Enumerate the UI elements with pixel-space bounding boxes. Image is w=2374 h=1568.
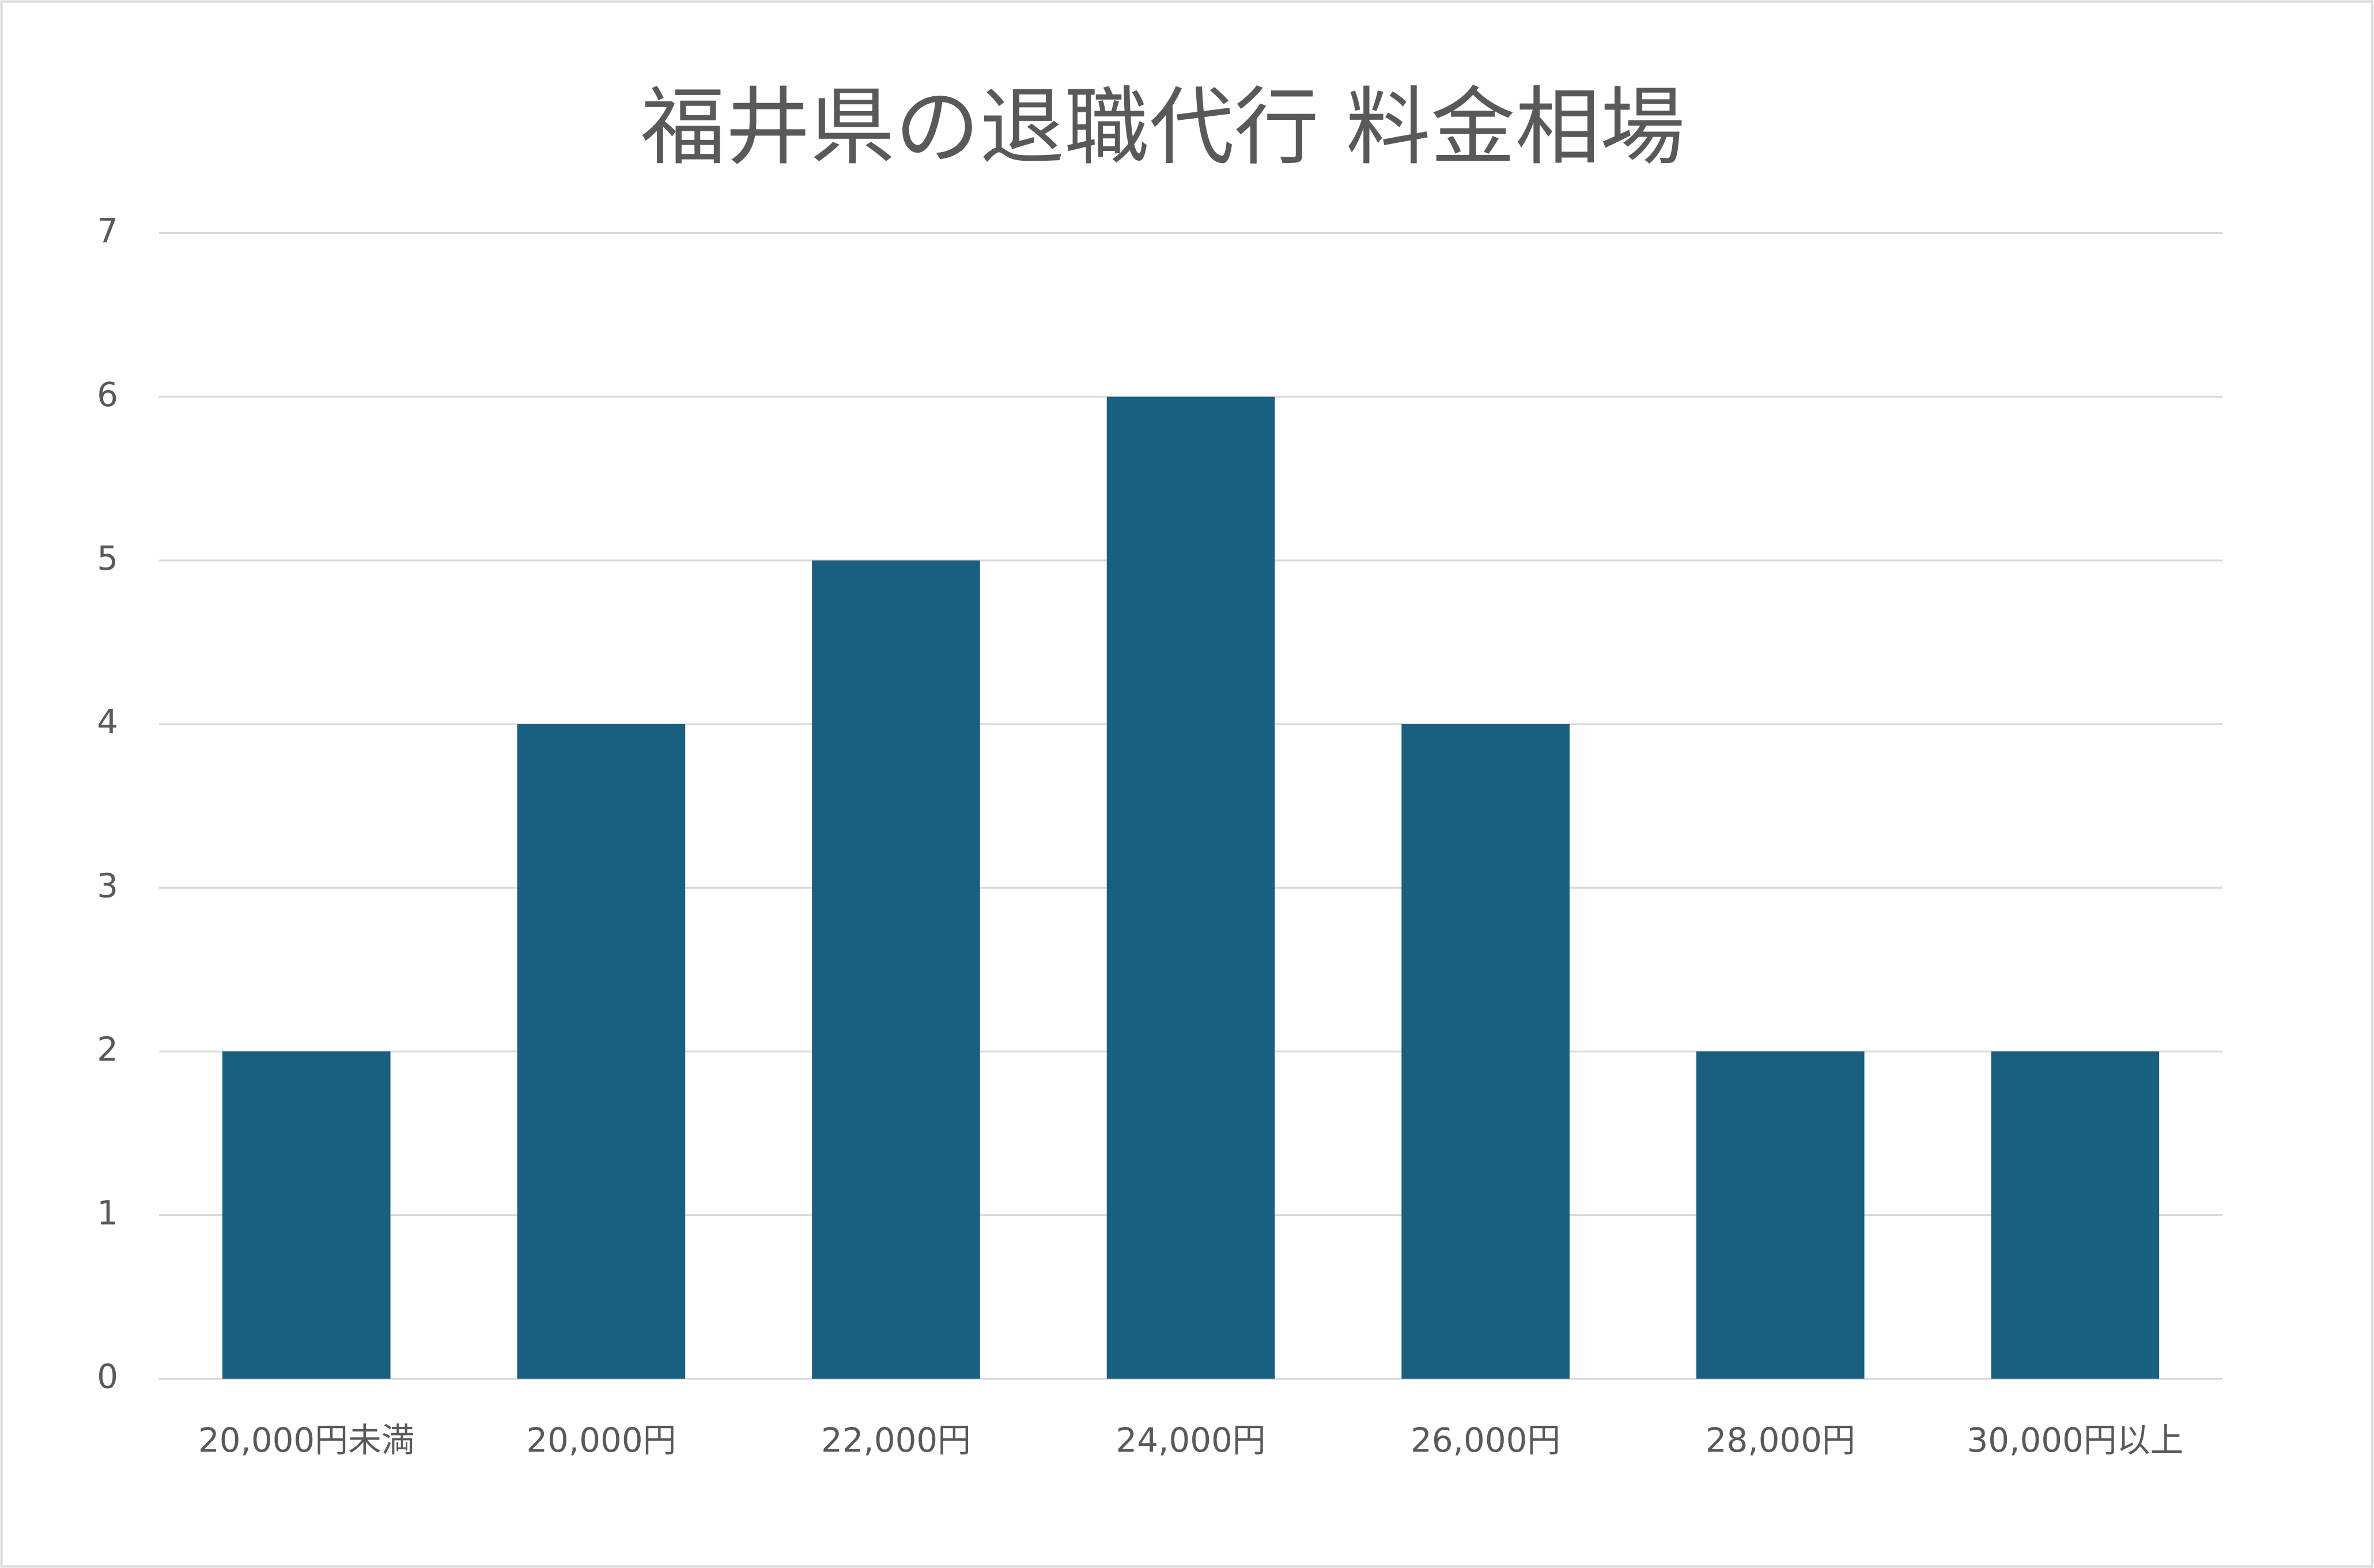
bar xyxy=(1401,724,1570,1379)
x-tick-label: 22,000円 xyxy=(821,1421,971,1460)
bar xyxy=(1696,1051,1865,1379)
chart-title: 福井県の退職代行 料金相場 xyxy=(641,78,1685,177)
x-tick-label: 28,000円 xyxy=(1706,1421,1855,1460)
y-tick-label: 7 xyxy=(97,211,118,251)
y-tick-label: 5 xyxy=(97,539,118,578)
x-tick-label: 20,000円未満 xyxy=(198,1421,415,1460)
bar xyxy=(1106,396,1275,1379)
y-tick-label: 4 xyxy=(97,702,118,741)
y-tick-label: 2 xyxy=(97,1029,118,1069)
x-tick-label: 20,000円 xyxy=(526,1421,676,1460)
y-tick-label: 1 xyxy=(97,1194,118,1233)
y-tick-label: 6 xyxy=(97,375,118,414)
x-tick-label: 30,000円以上 xyxy=(1967,1421,2184,1460)
y-tick-label: 0 xyxy=(97,1357,118,1396)
bar xyxy=(222,1051,391,1379)
y-tick-label: 3 xyxy=(97,866,118,905)
x-tick-label: 24,000円 xyxy=(1116,1421,1266,1460)
bar xyxy=(1991,1051,2160,1379)
x-tick-label: 26,000円 xyxy=(1411,1421,1560,1460)
bar xyxy=(517,724,686,1379)
bar xyxy=(812,560,980,1379)
